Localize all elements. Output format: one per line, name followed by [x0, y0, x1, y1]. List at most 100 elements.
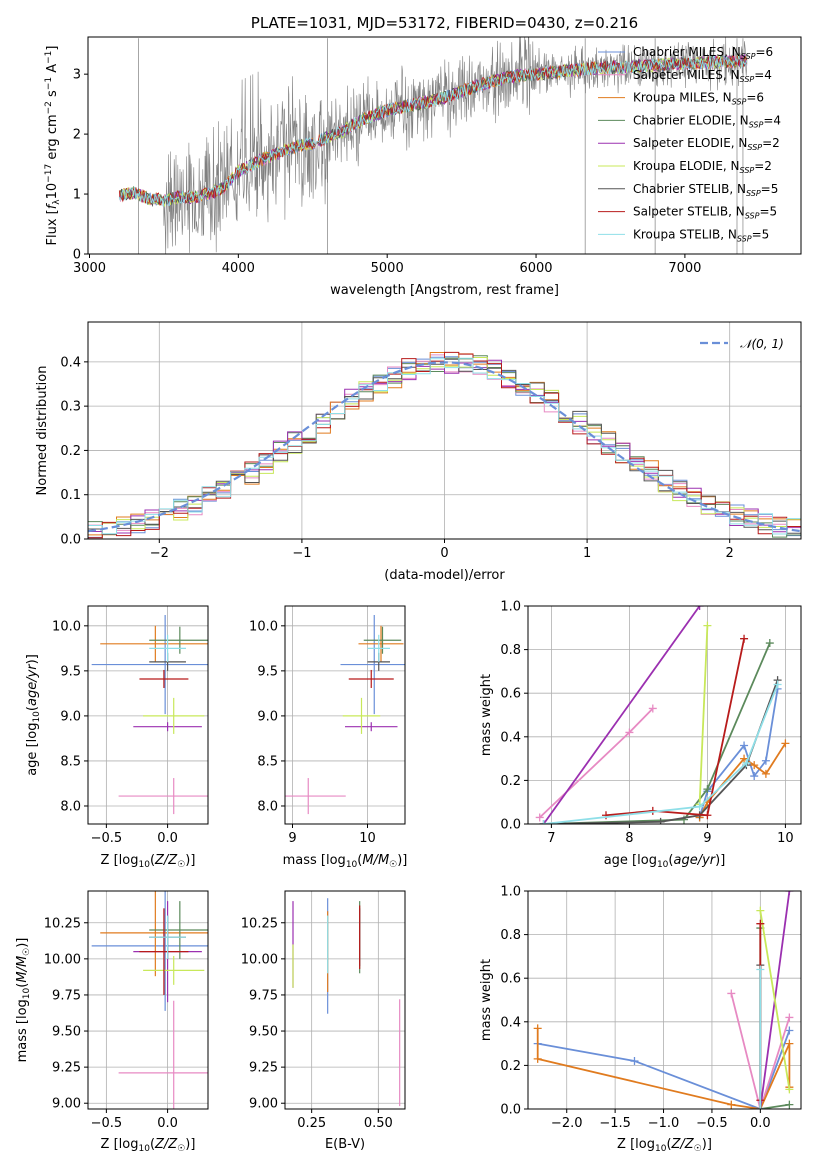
y-tick-label: 0.6: [500, 972, 521, 987]
x-tick-label: −2: [150, 546, 169, 561]
label-part: Z/Z: [671, 1137, 695, 1152]
series-marker: [750, 761, 759, 770]
series-marker: [785, 891, 794, 895]
label-part: 10: [138, 860, 150, 870]
y-tick-label: 8.0: [257, 799, 278, 814]
series-kroupa-miles: [533, 1024, 794, 1109]
series-marker: [773, 680, 782, 689]
legend-tail: =5: [761, 182, 779, 196]
y-tick-label: 0.4: [500, 730, 521, 745]
legend-text: Salpeter STELIB, N: [633, 205, 745, 219]
legend-tail: =2: [754, 159, 772, 173]
x-tick-label: 7000: [668, 261, 701, 276]
legend-tail: =6: [746, 91, 764, 105]
errorbar-point: [149, 626, 208, 654]
series-marker: [785, 1085, 794, 1094]
y-tick-label: 9.25: [249, 1061, 278, 1076]
axes-frame: [527, 890, 802, 1110]
x-tick-label: 6000: [519, 261, 552, 276]
series-marker: [756, 1105, 765, 1109]
y-axis-label: mass weight: [479, 959, 494, 1041]
label-part: ☉: [694, 1144, 702, 1154]
errorbar-point: [143, 697, 205, 734]
label-part: −1: [44, 77, 54, 90]
x-tick-label: −2.0: [551, 1116, 583, 1131]
y-tick-label: 9.75: [249, 988, 278, 1003]
label-part: M/M: [15, 956, 30, 983]
label-part: s: [45, 90, 60, 101]
errorbar-point: [100, 891, 208, 977]
label-part: mass [log: [283, 853, 346, 868]
x-tick-label: 10: [777, 831, 794, 846]
legend-tail: =5: [752, 227, 770, 241]
y-tick-label: 9.75: [52, 988, 81, 1003]
legend-label: Chabrier MILES, NSSP=6: [633, 45, 773, 61]
label-part: ☉: [389, 860, 397, 870]
y-tick-label: 0.0: [60, 533, 81, 548]
label-part: (: [150, 853, 155, 868]
legend-sub: SSP: [741, 52, 756, 61]
label-part: f: [45, 202, 60, 209]
label-part: 10: [45, 183, 60, 200]
axes-frame: [87, 321, 802, 540]
series-marker: [750, 772, 759, 781]
errorbar-point: [91, 615, 208, 715]
legend-tail: =2: [762, 136, 780, 150]
series-marker: [785, 1026, 794, 1035]
x-tick-label: 0.0: [157, 1116, 178, 1131]
series-marker: [761, 756, 770, 765]
series-salpeter-stelib: [602, 634, 749, 820]
label-part: ☉: [22, 948, 32, 956]
y-tick-label: 9.25: [52, 1061, 81, 1076]
series-marker: [680, 815, 688, 824]
y-tick-label: 2: [73, 128, 81, 143]
series-marker: [648, 704, 657, 713]
series-line: [759, 910, 791, 1090]
series-marker: [630, 1057, 639, 1066]
label-part: )]: [702, 1137, 712, 1152]
label-part: −1: [44, 51, 54, 64]
y-tick-label: 9.0: [257, 709, 278, 724]
series-marker: [535, 813, 544, 822]
x-tick-label: 5000: [371, 261, 404, 276]
y-tick-label: 8.5: [60, 754, 81, 769]
y-tick-label: 8.0: [60, 799, 81, 814]
legend-sub: SSP: [747, 143, 762, 152]
series-marker: [695, 802, 704, 811]
x-tick-label: −1.0: [648, 1116, 680, 1131]
panel-weight-vs-Z: −2.0 −1.5 −1.0 −0.5 0.0 0.0 0.2 0.4 0.6 0.8 1.0 Z […: [479, 885, 802, 1154]
errorbar-point: [358, 625, 404, 662]
series-kroupa-stelib: [539, 680, 782, 824]
axes-frame: [284, 890, 406, 1110]
series-marker: [742, 758, 751, 767]
label-part: (: [668, 853, 673, 868]
errorbar-point: [342, 697, 381, 734]
legend-text: Chabrier MILES, N: [633, 45, 741, 59]
y-tick-label: 0.2: [60, 444, 81, 459]
series-marker: [533, 1024, 542, 1033]
x-tick-label: 0.50: [364, 1116, 393, 1131]
y-tick-label: 0.3: [60, 400, 81, 415]
axes-frame: [87, 36, 802, 255]
series-line: [543, 642, 771, 824]
x-axis-label: Z [log10(Z/Z☉)]: [617, 1137, 712, 1154]
legend-tail: =4: [763, 113, 781, 127]
x-tick-label: 7: [547, 831, 555, 846]
series-salpeter-elodie: [539, 606, 704, 824]
label-part: 10: [657, 860, 669, 870]
errorbar-point: [367, 634, 390, 662]
label-part: 10: [32, 711, 42, 723]
series-marker: [785, 1013, 794, 1022]
y-tick-label: 9.0: [60, 709, 81, 724]
label-part: erg cm: [45, 114, 60, 163]
series-line: [537, 1030, 791, 1109]
label-part: 10: [346, 860, 358, 870]
series-marker: [533, 1054, 542, 1063]
series-line: [698, 625, 709, 805]
series-marker: [703, 811, 712, 820]
series-marker: [539, 820, 548, 824]
y-tick-label: 9.00: [52, 1097, 81, 1112]
